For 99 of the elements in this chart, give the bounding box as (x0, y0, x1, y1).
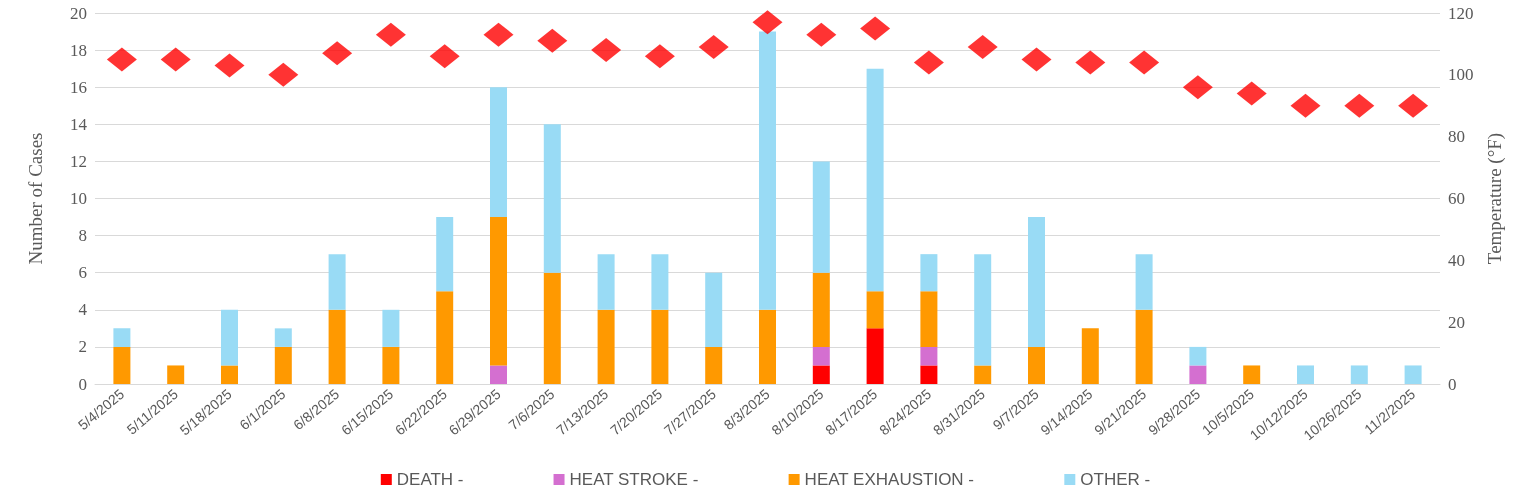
point (375, 22, 406, 47)
point (591, 38, 622, 63)
point (1182, 75, 1213, 100)
bar (1297, 365, 1314, 384)
y2-tick-label: 120 (1448, 3, 1474, 23)
bar (543, 124, 561, 273)
y2-tick-label: 60 (1448, 189, 1465, 208)
bar (920, 254, 938, 292)
y-tick-label: 14 (70, 114, 88, 134)
bar (113, 328, 131, 347)
point (967, 35, 998, 60)
bar (597, 254, 615, 310)
bar (759, 309, 776, 384)
point (698, 35, 729, 60)
bar (705, 346, 723, 384)
bar (328, 309, 346, 384)
bar (920, 291, 938, 347)
y2-tick-label: 80 (1448, 127, 1465, 147)
bar (1135, 254, 1153, 310)
bar (1135, 309, 1153, 384)
y-tick-label: 10 (70, 189, 87, 208)
point (483, 22, 514, 47)
bar (1350, 365, 1368, 384)
point (1344, 93, 1375, 118)
bar (705, 272, 723, 347)
bar (221, 365, 238, 384)
point (268, 62, 299, 87)
bar (597, 309, 615, 384)
bar (328, 254, 346, 310)
point (214, 53, 245, 78)
y-tick-label: 16 (70, 77, 87, 97)
legend-label: DEATH - (396, 470, 464, 489)
bar (651, 254, 669, 310)
bar (974, 365, 992, 384)
bar (759, 31, 776, 310)
bar (113, 346, 131, 384)
bar (866, 328, 884, 384)
bar (436, 291, 454, 384)
bar (1028, 217, 1045, 347)
point (1398, 93, 1429, 118)
y2-tick-label: 100 (1448, 65, 1474, 85)
point (537, 28, 568, 53)
point (106, 47, 137, 72)
bar (1189, 346, 1207, 366)
bar (490, 217, 507, 366)
point (429, 44, 460, 69)
bar (920, 346, 938, 366)
point (860, 16, 891, 41)
bar (1404, 365, 1422, 384)
bar (812, 346, 830, 366)
bar (221, 309, 238, 366)
y-tick-label: 18 (70, 40, 87, 60)
bar (436, 217, 454, 292)
bar (274, 346, 292, 384)
bar (974, 254, 992, 366)
point (1129, 50, 1160, 75)
bar (490, 87, 507, 218)
bar (812, 365, 830, 384)
y-tick-label: 8 (78, 226, 87, 246)
y-tick-label: 0 (78, 374, 87, 394)
y-tick-label: 12 (70, 151, 87, 171)
point (752, 10, 783, 35)
y-tick-label: 6 (78, 263, 87, 283)
point (1075, 50, 1106, 75)
y-tick-label: 20 (70, 3, 87, 23)
legend-label: OTHER - (1080, 470, 1151, 489)
legend-label: HEAT STROKE - (569, 470, 699, 489)
y2-tick-label: 20 (1448, 312, 1465, 332)
bar (1081, 328, 1099, 384)
bar (866, 291, 884, 329)
bar (920, 365, 938, 384)
bar (1243, 365, 1261, 384)
bar (1028, 346, 1045, 384)
bar (812, 161, 830, 273)
bar (490, 365, 507, 384)
point (322, 41, 353, 66)
point (1236, 81, 1267, 106)
bar (274, 328, 292, 347)
y2-tick-label: 40 (1448, 250, 1465, 270)
bar (866, 68, 884, 292)
point (1290, 93, 1321, 118)
legend-label: HEAT EXHAUSTION - (804, 470, 975, 489)
bar (382, 309, 400, 347)
point (644, 44, 675, 69)
bar (812, 272, 830, 347)
point (1021, 47, 1052, 72)
bar (651, 309, 669, 384)
bar (382, 346, 400, 384)
y-tick-label: 4 (78, 300, 88, 320)
bar (1189, 365, 1207, 384)
point (160, 47, 191, 72)
point (913, 50, 944, 75)
y2-axis-title: Temperature (°F) (1484, 132, 1506, 265)
y-tick-label: 2 (78, 337, 87, 357)
bar (543, 272, 561, 384)
bar (167, 365, 185, 384)
y-axis-title: Number of Cases (25, 132, 46, 265)
point (806, 22, 837, 47)
y2-tick-label: 0 (1448, 374, 1457, 394)
